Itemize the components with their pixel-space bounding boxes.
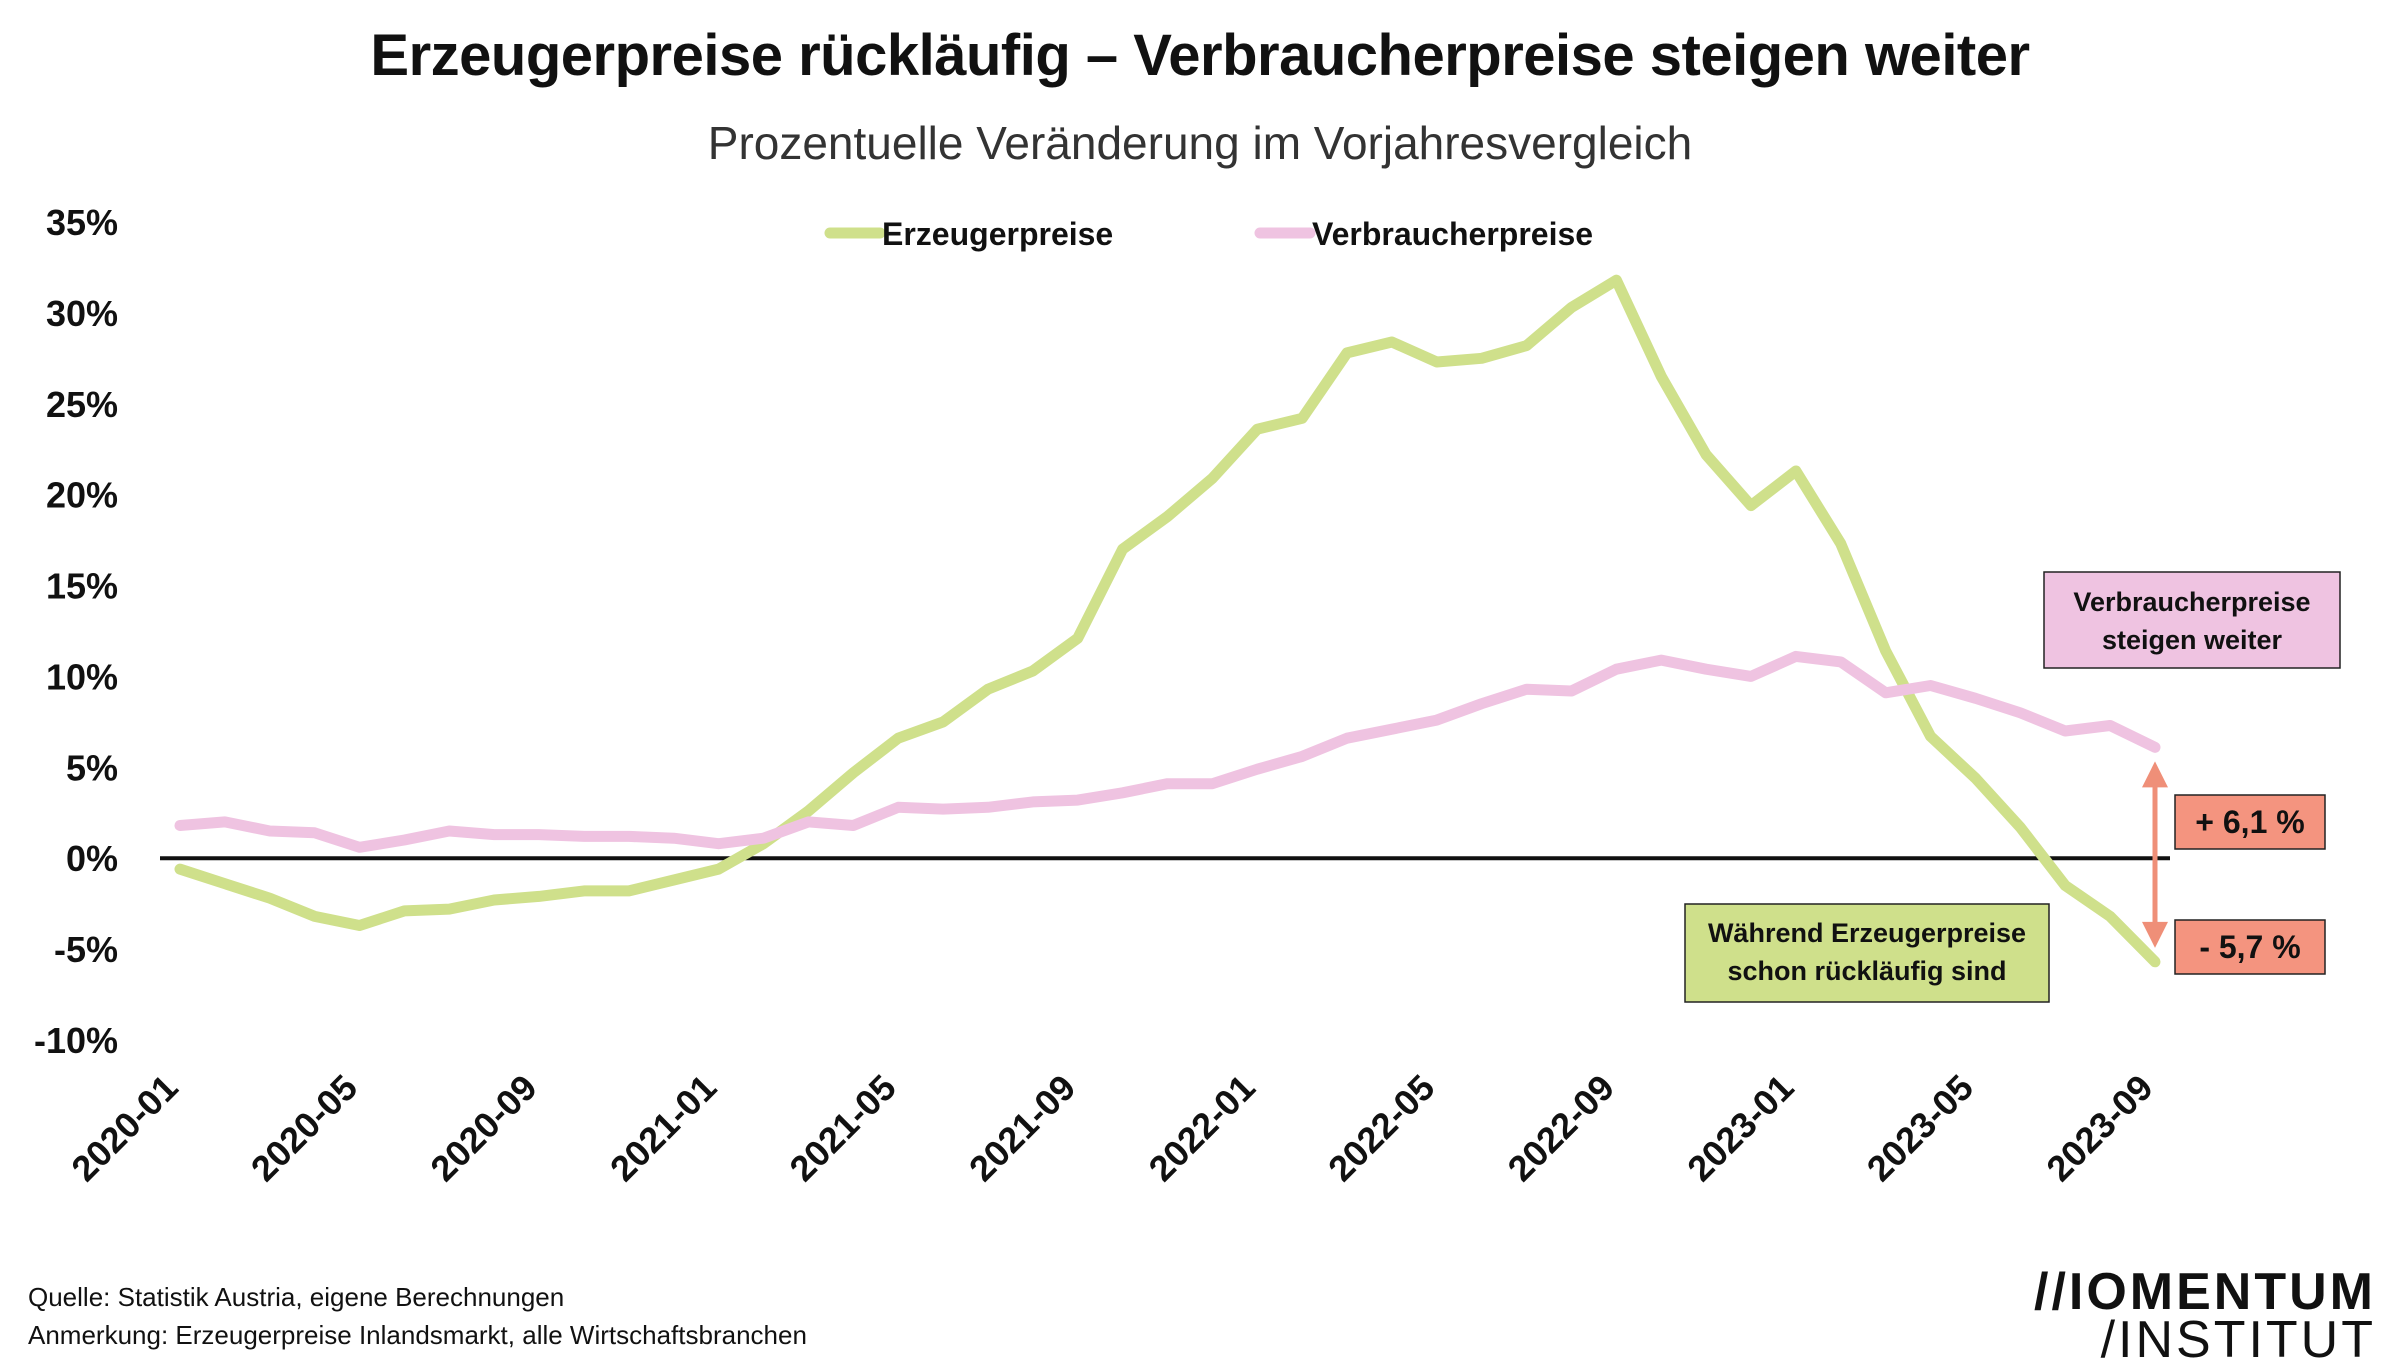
x-tick-label: 2023-05 [1859, 1067, 1981, 1189]
chart-title: Erzeugerpreise rückläufig – Verbraucherp… [370, 23, 2030, 88]
verbraucherpreise-line [174, 650, 2161, 853]
annotations: Verbraucherpreise steigen weiter Während E… [1684, 571, 2341, 1003]
verbraucher-value-label: + 6,1 % [2195, 804, 2304, 840]
x-tick-label: 2022-01 [1141, 1067, 1263, 1189]
y-tick-label: 30% [46, 293, 118, 334]
x-tick-label: 2020-05 [243, 1067, 365, 1189]
source-note: Quelle: Statistik Austria, eigene Berech… [28, 1282, 565, 1312]
difference-arrow-head-down [2142, 921, 2168, 948]
erzeuger-callout-box [1684, 903, 2050, 1003]
x-tick-label: 2022-05 [1320, 1067, 1442, 1189]
y-axis: -10% -5% 0% 5% 10% 15% 20% 25% 30% 35% [34, 202, 118, 1061]
y-tick-label: 10% [46, 656, 118, 697]
verbraucher-value-box [2174, 794, 2326, 850]
erzeuger-value-box [2174, 919, 2326, 975]
y-tick-label: -10% [34, 1020, 118, 1061]
chart-subtitle: Prozentuelle Veränderung im Vorjahresver… [707, 117, 1693, 169]
legend-verbraucherpreise-label: Verbraucherpreise [1312, 216, 1593, 252]
difference-arrow-head-up [2142, 761, 2168, 788]
x-tick-label: 2023-09 [2038, 1067, 2160, 1189]
y-tick-label: 5% [66, 747, 118, 788]
x-tick-label: 2022-09 [1500, 1067, 1622, 1189]
logo-momentum: //IOMENTUM [2034, 1263, 2376, 1321]
x-tick-label: 2021-09 [961, 1067, 1083, 1189]
x-tick-label: 2020-09 [422, 1067, 544, 1189]
x-tick-label: 2023-01 [1679, 1067, 1801, 1189]
erzeuger-callout-text: Während Erzeugerpreise [1708, 918, 2026, 948]
erzeugerpreise-line [174, 274, 2161, 968]
x-tick-label: 2020-01 [63, 1067, 185, 1189]
x-tick-label: 2021-01 [602, 1067, 724, 1189]
x-tick-label: 2021-05 [781, 1067, 903, 1189]
y-tick-label: 20% [46, 475, 118, 516]
y-tick-label: -5% [54, 929, 118, 970]
verbraucher-callout-text: steigen weiter [2102, 625, 2283, 655]
x-axis: 2020-01 2020-05 2020-09 2021-01 2021-05 2021-… [63, 1067, 2160, 1189]
verbraucher-callout-box [2043, 571, 2341, 669]
legend: Erzeugerpreise Verbraucherpreise [824, 216, 1593, 252]
erzeuger-callout-text: schon rückläufig sind [1727, 956, 2006, 986]
y-tick-label: 15% [46, 566, 118, 607]
series-layer [174, 274, 2161, 968]
legend-erzeugerpreise-label: Erzeugerpreise [882, 216, 1113, 252]
remark-note: Anmerkung: Erzeugerpreise Inlandsmarkt, … [28, 1320, 807, 1350]
verbraucher-callout-text: Verbraucherpreise [2073, 587, 2310, 617]
erzeuger-value-label: - 5,7 % [2199, 929, 2300, 965]
y-tick-label: 0% [66, 838, 118, 879]
logo-institut: /INSTITUT [2100, 1311, 2376, 1369]
y-tick-label: 25% [46, 384, 118, 425]
y-tick-label: 35% [46, 202, 118, 243]
